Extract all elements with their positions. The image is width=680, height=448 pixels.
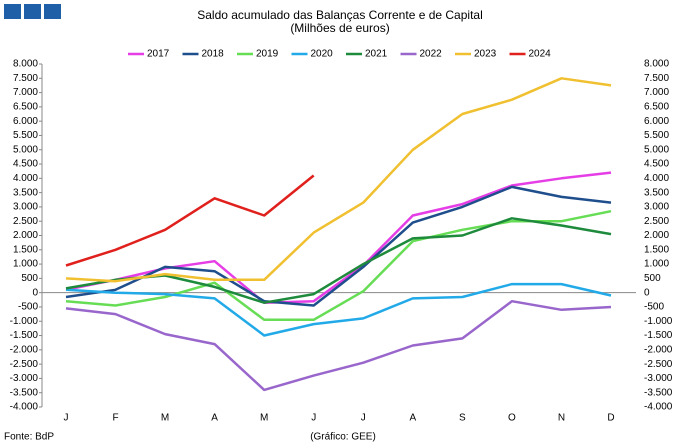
y-tick-label: 4.500 [13, 159, 38, 170]
y2-tick-label: 500 [644, 273, 661, 284]
chart-title: Saldo acumulado das Balanças Corrente e … [197, 8, 483, 22]
y2-tick-label: 6.500 [644, 102, 669, 113]
y-tick-label: -1.000 [10, 316, 39, 327]
y2-tick-label: -3.000 [644, 373, 673, 384]
x-tick-label: J [311, 413, 316, 424]
y2-tick-label: -2.000 [644, 344, 673, 355]
legend-label: 2023 [474, 49, 497, 60]
series-line [65, 299, 612, 392]
y2-tick-label: -1.000 [644, 316, 673, 327]
logo [4, 4, 61, 19]
y-tick-label: -500 [18, 302, 38, 313]
series-line [65, 209, 612, 322]
series-line [65, 77, 612, 283]
y2-tick-label: 3.000 [644, 202, 669, 213]
y2-tick-label: 8.000 [644, 59, 669, 70]
y-tick-label: 6.500 [13, 102, 38, 113]
y2-tick-label: 0 [644, 287, 650, 298]
x-tick-label: F [112, 413, 118, 424]
x-tick-label: S [459, 413, 466, 424]
x-tick-label: D [607, 413, 614, 424]
y-tick-label: 5.000 [13, 144, 38, 155]
y2-tick-label: -1.500 [644, 330, 673, 341]
y2-tick-label: 5.000 [644, 144, 669, 155]
y-tick-label: 1.500 [13, 244, 38, 255]
legend-label: 2017 [147, 49, 170, 60]
y-tick-label: 7.000 [13, 87, 38, 98]
legend-label: 2022 [420, 49, 443, 60]
y2-tick-label: -500 [644, 302, 664, 313]
legend-label: 2024 [529, 49, 552, 60]
legend-label: 2018 [202, 49, 225, 60]
legend-label: 2021 [365, 49, 388, 60]
y2-tick-label: 4.500 [644, 159, 669, 170]
y-tick-label: 5.500 [13, 130, 38, 141]
chart-subtitle: (Milhões de euros) [290, 21, 389, 35]
y-tick-label: -4.000 [10, 402, 39, 413]
credit: (Gráfico: GEE) [310, 432, 376, 443]
series-line [65, 282, 612, 337]
source: Fonte: BdP [4, 432, 54, 443]
y-tick-label: -2.000 [10, 344, 39, 355]
y2-tick-label: 7.000 [644, 87, 669, 98]
y-tick-label: -1.500 [10, 330, 39, 341]
y2-tick-label: 2.500 [644, 216, 669, 227]
y-tick-label: 6.000 [13, 116, 38, 127]
x-tick-label: O [508, 413, 516, 424]
y-tick-label: 2.500 [13, 216, 38, 227]
y2-tick-label: 1.000 [644, 259, 669, 270]
y-tick-label: 3.000 [13, 202, 38, 213]
y-tick-label: -3.500 [10, 387, 39, 398]
series-line [65, 174, 315, 267]
y-tick-label: -3.000 [10, 373, 39, 384]
y2-tick-label: -4.000 [644, 402, 673, 413]
y-tick-label: 7.500 [13, 73, 38, 84]
series-line [65, 185, 612, 307]
y-tick-label: 3.500 [13, 187, 38, 198]
x-tick-label: A [409, 413, 416, 424]
y-tick-label: 2.000 [13, 230, 38, 241]
y2-tick-label: 7.500 [644, 73, 669, 84]
x-tick-label: M [260, 413, 268, 424]
legend-label: 2020 [311, 49, 334, 60]
series-line [65, 217, 612, 304]
y-tick-label: -2.500 [10, 359, 39, 370]
y2-tick-label: 4.000 [644, 173, 669, 184]
y-tick-label: 0 [32, 287, 38, 298]
y2-tick-label: 5.500 [644, 130, 669, 141]
x-tick-label: A [211, 413, 218, 424]
x-tick-label: J [361, 413, 366, 424]
y-tick-label: 500 [21, 273, 38, 284]
y2-tick-label: -2.500 [644, 359, 673, 370]
y2-tick-label: 3.500 [644, 187, 669, 198]
legend-label: 2019 [256, 49, 279, 60]
y2-tick-label: 6.000 [644, 116, 669, 127]
y2-tick-label: -3.500 [644, 387, 673, 398]
x-tick-label: J [64, 413, 69, 424]
y-tick-label: 1.000 [13, 259, 38, 270]
x-tick-label: N [558, 413, 565, 424]
x-tick-label: M [161, 413, 169, 424]
y-tick-label: 4.000 [13, 173, 38, 184]
y2-tick-label: 2.000 [644, 230, 669, 241]
y-tick-label: 8.000 [13, 59, 38, 70]
y2-tick-label: 1.500 [644, 244, 669, 255]
